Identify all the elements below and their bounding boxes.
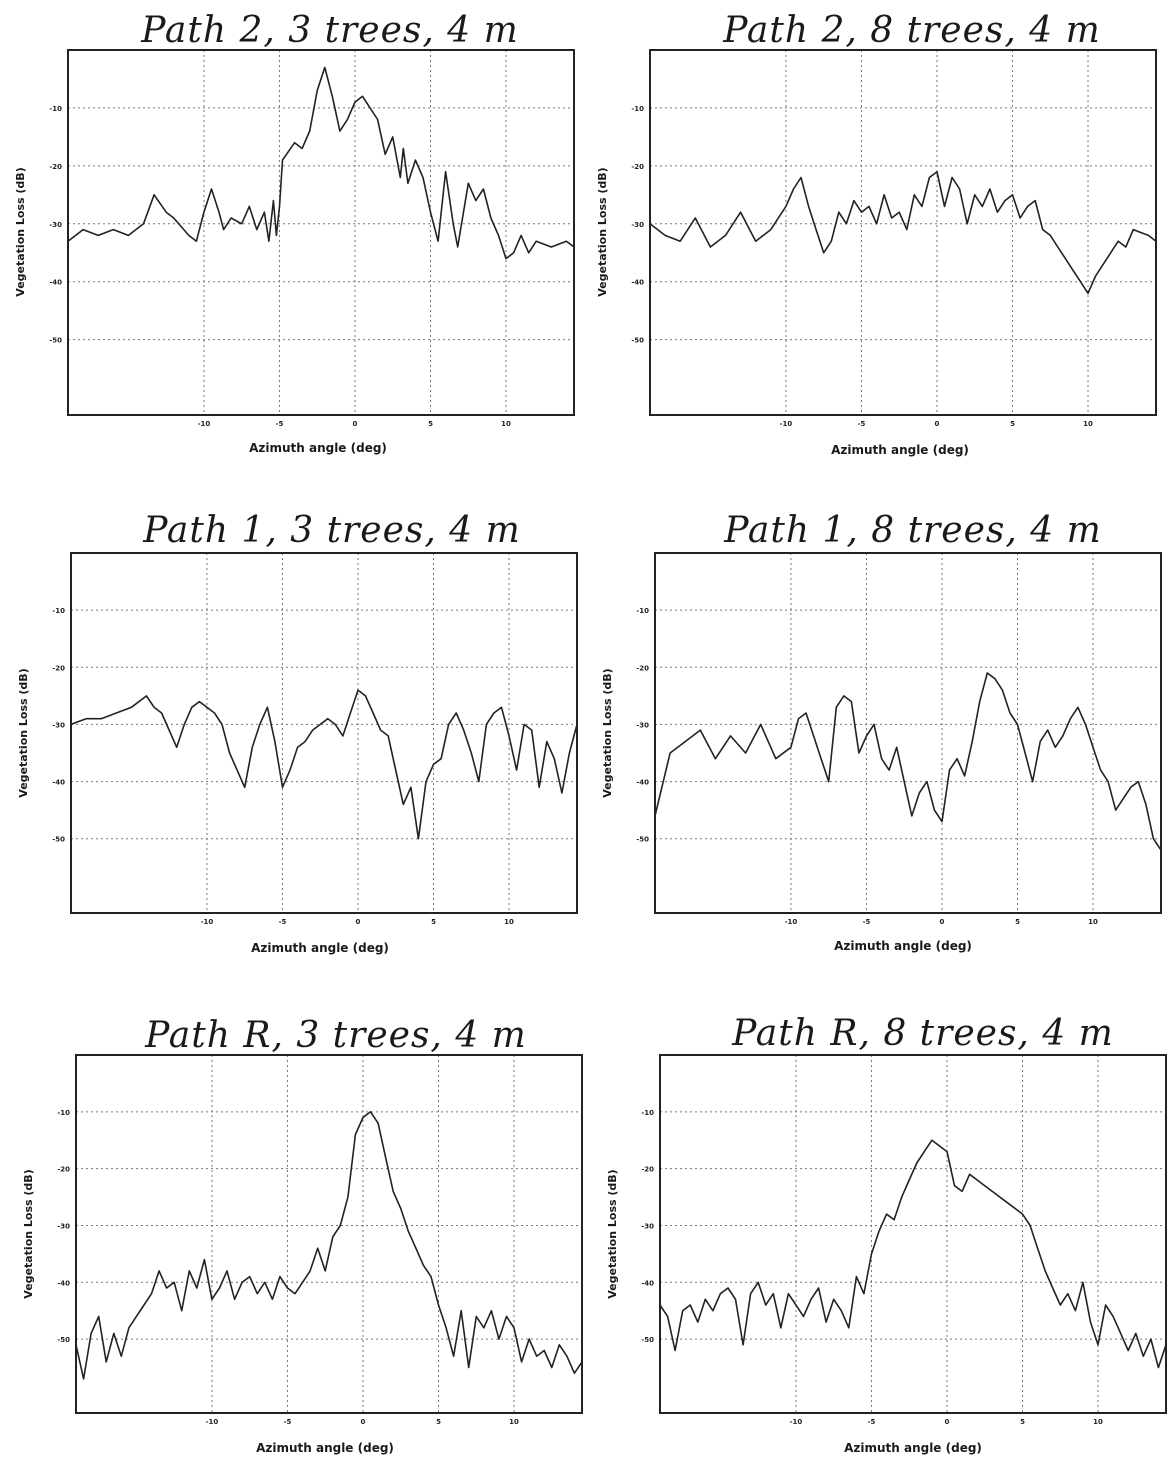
x-tick-label: 5 [1010,420,1015,428]
y-tick-label: -50 [631,337,644,345]
x-tick-label: 0 [945,1418,950,1426]
x-tick-label: 10 [1093,1418,1103,1426]
x-tick-label: 10 [1083,420,1093,428]
x-tick-label: 10 [501,420,511,428]
chart-title: Path 2, 3 trees, 4 m [140,10,518,51]
x-tick-label: 0 [940,918,945,926]
x-tick-label: 0 [353,420,358,428]
x-tick-label: -10 [780,420,793,428]
loss-trace [649,170,1157,295]
plot-frame [70,552,578,914]
loss-trace [75,1111,583,1380]
y-tick-label: -20 [636,664,649,672]
y-tick-label: -20 [641,1166,654,1174]
y-tick-label: -10 [52,607,65,615]
plot-frame [659,1054,1167,1414]
x-tick-label: 5 [431,918,436,926]
y-tick-label: -30 [49,221,62,229]
plot-frame [649,49,1157,416]
y-axis-label: Vegetation Loss (dB) [596,167,609,296]
y-tick-label: -40 [57,1279,70,1287]
loss-trace [654,672,1162,851]
plot-frame [654,552,1162,914]
y-tick-label: -50 [636,836,649,844]
y-tick-label: -10 [641,1109,654,1117]
y-axis-label: Vegetation Loss (dB) [22,1169,35,1298]
y-tick-label: -30 [636,721,649,729]
y-tick-label: -50 [52,836,65,844]
loss-trace [659,1139,1167,1369]
loss-trace [67,66,575,260]
y-tick-label: -20 [52,664,65,672]
y-axis-label: Vegetation Loss (dB) [14,167,27,296]
x-tick-label: -10 [206,1418,219,1426]
y-tick-label: -20 [57,1166,70,1174]
x-tick-label: 10 [509,1418,519,1426]
y-tick-label: -50 [641,1336,654,1344]
y-tick-label: -40 [631,279,644,287]
x-tick-label: -10 [785,918,798,926]
chart-title: Path 1, 3 trees, 4 m [142,510,520,551]
y-tick-label: -20 [631,163,644,171]
y-tick-label: -20 [49,163,62,171]
x-tick-label: -5 [279,918,287,926]
y-tick-label: -10 [636,607,649,615]
y-tick-label: -30 [631,221,644,229]
x-axis-label: Azimuth angle (deg) [844,1441,982,1455]
x-tick-label: -5 [858,420,866,428]
y-tick-label: -40 [52,779,65,787]
x-tick-label: -5 [284,1418,292,1426]
x-axis-label: Azimuth angle (deg) [831,443,969,457]
x-axis-label: Azimuth angle (deg) [834,939,972,953]
loss-trace [70,689,578,840]
y-tick-label: -40 [636,779,649,787]
y-tick-label: -40 [641,1279,654,1287]
x-axis-label: Azimuth angle (deg) [256,1441,394,1455]
y-tick-label: -30 [57,1222,70,1230]
y-tick-label: -10 [49,105,62,113]
chart-title: Path 1, 8 trees, 4 m [723,510,1101,551]
y-tick-label: -50 [57,1336,70,1344]
y-tick-label: -40 [49,279,62,287]
x-tick-label: 0 [356,918,361,926]
x-tick-label: -5 [863,918,871,926]
x-tick-label: 5 [1015,918,1020,926]
y-axis-label: Vegetation Loss (dB) [601,668,614,797]
x-axis-label: Azimuth angle (deg) [251,941,389,955]
x-tick-label: 5 [436,1418,441,1426]
y-axis-label: Vegetation Loss (dB) [17,668,30,797]
y-tick-label: -10 [57,1109,70,1117]
x-tick-label: 5 [1020,1418,1025,1426]
x-axis-label: Azimuth angle (deg) [249,441,387,455]
chart-title: Path R, 3 trees, 4 m [144,1015,527,1056]
x-tick-label: -10 [790,1418,803,1426]
chart-title: Path R, 8 trees, 4 m [731,1013,1114,1054]
x-tick-label: 5 [428,420,433,428]
y-tick-label: -30 [52,721,65,729]
plot-frame [75,1054,583,1414]
x-tick-label: -5 [276,420,284,428]
y-axis-label: Vegetation Loss (dB) [606,1169,619,1298]
y-tick-label: -50 [49,337,62,345]
y-tick-label: -30 [641,1222,654,1230]
x-tick-label: -5 [868,1418,876,1426]
x-tick-label: -10 [198,420,211,428]
x-tick-label: 0 [361,1418,366,1426]
x-tick-label: -10 [201,918,214,926]
x-tick-label: 0 [935,420,940,428]
y-tick-label: -10 [631,105,644,113]
x-tick-label: 10 [504,918,514,926]
plot-frame [67,49,575,416]
x-tick-label: 10 [1088,918,1098,926]
chart-title: Path 2, 8 trees, 4 m [722,10,1100,51]
